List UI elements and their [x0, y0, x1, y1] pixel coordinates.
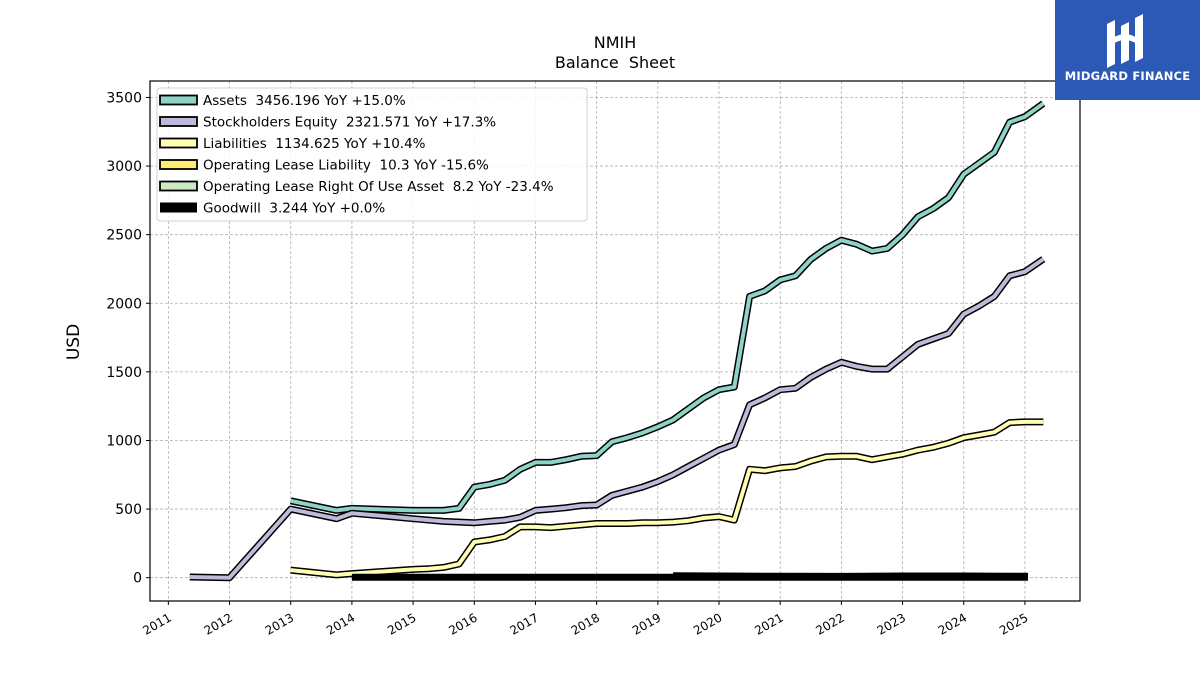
- legend-swatch: [160, 139, 197, 148]
- x-tick-label: 2024: [936, 610, 969, 637]
- y-tick-label: 1000: [106, 433, 142, 449]
- x-tick-label: 2019: [630, 610, 663, 637]
- legend: Assets 3456.196 YoY +15.0% Stockholders E…: [157, 88, 587, 221]
- y-tick-label: 3500: [106, 90, 142, 106]
- x-tick-label: 2016: [446, 610, 479, 637]
- logo-mark-icon: [1055, 8, 1200, 70]
- chart-title: NMIH: [594, 33, 637, 52]
- legend-entry: Operating Lease Liability 10.3 YoY -15.6…: [160, 158, 489, 174]
- x-tick-label: 2023: [875, 610, 908, 637]
- series-line-outline: [190, 259, 1044, 578]
- y-tick-label: 2000: [106, 296, 142, 312]
- legend-label: Operating Lease Liability 10.3 YoY -15.6…: [203, 158, 489, 174]
- balance-sheet-chart: NMIH Balance Sheet USD 2011 2012 2013 2014 2…: [0, 0, 1200, 675]
- midgard-finance-logo: MIDGARD FINANCE: [1055, 0, 1200, 100]
- x-tick-label: 2022: [813, 610, 846, 637]
- legend-swatch: [160, 117, 197, 126]
- series-line: [190, 259, 1044, 578]
- x-tick-label: 2013: [263, 610, 296, 637]
- legend-label: Operating Lease Right Of Use Asset 8.2 Y…: [203, 179, 554, 195]
- y-tick-label: 3000: [106, 159, 142, 175]
- series-line-outline: [291, 422, 1044, 575]
- legend-swatch: [160, 182, 197, 191]
- series-line-stroke: [190, 259, 1044, 578]
- x-tick-label: 2012: [202, 610, 235, 637]
- legend-swatch: [160, 160, 197, 169]
- y-tick-label: 2500: [106, 228, 142, 244]
- x-tick-label: 2020: [691, 610, 724, 637]
- y-tick-label: 0: [133, 571, 142, 587]
- legend-entry: Stockholders Equity 2321.571 YoY +17.3%: [160, 115, 496, 131]
- x-tick-label: 2025: [997, 610, 1030, 637]
- legend-label: Assets 3456.196 YoY +15.0%: [203, 93, 406, 109]
- legend-swatch: [160, 203, 197, 213]
- x-tick-label: 2018: [569, 610, 602, 637]
- legend-label: Goodwill 3.244 YoY +0.0%: [203, 201, 385, 217]
- legend-label: Stockholders Equity 2321.571 YoY +17.3%: [203, 115, 496, 131]
- x-tick-label: 2011: [140, 610, 173, 637]
- x-tick-label: 2021: [752, 610, 785, 637]
- y-tick-label: 1500: [106, 365, 142, 381]
- series-line: [291, 422, 1044, 575]
- x-tick-label: 2014: [324, 610, 357, 637]
- y-tick-label: 500: [115, 502, 142, 518]
- legend-entry: Operating Lease Right Of Use Asset 8.2 Y…: [160, 179, 554, 195]
- legend-swatch: [160, 96, 197, 105]
- y-axis-label: USD: [64, 324, 84, 360]
- x-tick-label: 2017: [508, 610, 541, 637]
- chart-subtitle: Balance Sheet: [555, 53, 675, 72]
- x-tick-label: 2015: [385, 610, 418, 637]
- legend-label: Liabilities 1134.625 YoY +10.4%: [203, 136, 426, 152]
- logo-text: MIDGARD FINANCE: [1055, 69, 1200, 83]
